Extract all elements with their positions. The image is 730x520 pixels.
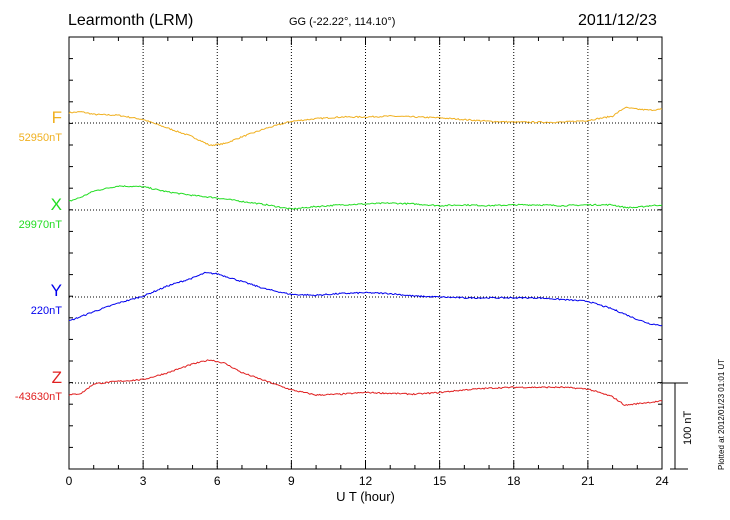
y-component-label: Y <box>50 281 62 300</box>
x-tick-label: 12 <box>359 474 373 488</box>
z-component-label: Z <box>51 368 62 387</box>
x-axis-label: U T (hour) <box>336 489 395 504</box>
f-component-label: F <box>51 108 62 127</box>
x-component-label: X <box>50 195 62 214</box>
x-baseline-value: 29970nT <box>18 219 62 231</box>
x-tick-label: 15 <box>433 474 447 488</box>
y-baseline-value: 220nT <box>30 305 62 317</box>
x-tick-label: 3 <box>140 474 147 488</box>
x-tick-label: 21 <box>581 474 595 488</box>
x-tick-label: 24 <box>655 474 669 488</box>
x-tick-label: 18 <box>507 474 521 488</box>
series-line-x <box>68 185 663 210</box>
x-tick-label: 6 <box>214 474 221 488</box>
f-baseline-value: 52950nT <box>18 132 62 144</box>
series-line-z <box>68 359 663 407</box>
x-tick-label: 0 <box>66 474 73 488</box>
series-line-f <box>68 106 663 147</box>
coordinates-label: GG (-22.22°, 114.10°) <box>289 16 396 28</box>
z-baseline-value: -43630nT <box>14 391 62 403</box>
series-line-y <box>68 271 663 327</box>
station-title: Learmonth (LRM) <box>68 12 194 29</box>
date-label: 2011/12/23 <box>578 12 657 29</box>
x-tick-label: 9 <box>288 474 295 488</box>
